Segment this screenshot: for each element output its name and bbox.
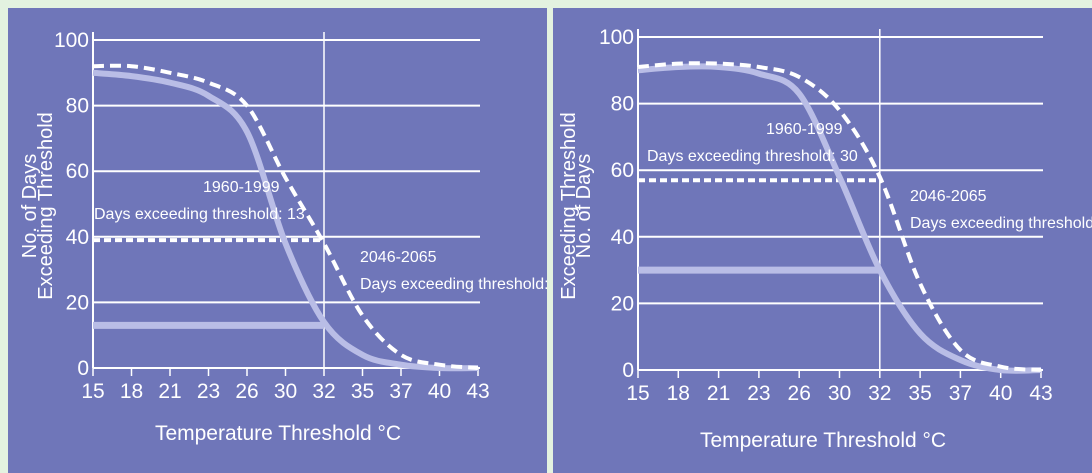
x-tick-label: 43: [1029, 382, 1052, 405]
x-tick-label: 15: [81, 380, 104, 403]
series-line-1960-1999: [92, 69, 479, 372]
x-tick-label: 18: [667, 382, 690, 405]
y-tick-label: 60: [66, 160, 89, 183]
x-tick-label: 15: [626, 382, 649, 405]
annotation-period: 1960-1999: [203, 179, 280, 196]
series-line-2046-2065: [637, 61, 1042, 372]
x-tick-label: 30: [828, 382, 851, 405]
chart-right: 0 20 40 60 80 100 15 18 21 23 26 30 32 35 37 40 43 1960-1…: [558, 26, 1092, 452]
y-tick-label: 0: [622, 359, 634, 382]
annotation-days: Days exceeding threshold: 39: [360, 276, 547, 293]
x-axis-title: Temperature Threshold °C: [700, 429, 946, 452]
y-axis-title-line1: No. of Days: [19, 154, 41, 258]
x-tick-label: 18: [120, 380, 143, 403]
x-tick-label: 23: [747, 382, 770, 405]
y-axis-title-line1: No. of Days: [573, 154, 595, 258]
annotation-period: 2046-2065: [360, 249, 437, 266]
x-tick-label: 23: [197, 380, 220, 403]
series-line-1960-1999: [637, 63, 1042, 374]
x-tick-label: 26: [788, 382, 811, 405]
chart-panel-right: 0 20 40 60 80 100 15 18 21 23 26 30 32 35 37 40 43 1960-1…: [553, 8, 1092, 473]
x-tick-label: 32: [312, 380, 335, 403]
x-tick-label: 21: [158, 380, 181, 403]
annotation-days: Days exceeding threshold: 57: [910, 215, 1092, 232]
y-tick-label: 100: [599, 26, 634, 49]
y-tick-label: 20: [611, 292, 634, 315]
x-tick-label: 40: [989, 382, 1012, 405]
y-axis-title-line2: Exceeding Threshold: [558, 112, 580, 300]
y-tick-label: 0: [77, 357, 89, 380]
x-tick-label: 37: [949, 382, 972, 405]
annotation-days: Days exceeding threshold: 30: [647, 148, 858, 165]
annotation-period: 1960-1999: [766, 121, 843, 138]
x-axis-title: Temperature Threshold °C: [155, 422, 401, 445]
x-tick-label: 21: [707, 382, 730, 405]
chart-left: 0 20 40 60 80 100 15 18 21 23 26 30 32 35 37 40 43 1960-1…: [19, 29, 547, 445]
chart-panel-left: 0 20 40 60 80 100 15 18 21 23 26 30 32 35 37 40 43 1960-1…: [8, 8, 547, 473]
series-line-2046-2065: [92, 63, 479, 370]
y-tick-label: 20: [66, 291, 89, 314]
y-axis-title-line2: Exceeding Threshold: [35, 112, 57, 300]
annotation-period: 2046-2065: [910, 188, 987, 205]
x-tick-label: 32: [868, 382, 891, 405]
y-tick-label: 60: [611, 159, 634, 182]
annotation-days: Days exceeding threshold: 13: [94, 206, 305, 223]
x-tick-label: 35: [351, 380, 374, 403]
y-tick-label: 80: [66, 95, 89, 118]
x-tick-label: 35: [908, 382, 931, 405]
x-tick-label: 30: [274, 380, 297, 403]
y-tick-label: 40: [611, 226, 634, 249]
x-tick-label: 40: [428, 380, 451, 403]
x-tick-label: 37: [389, 380, 412, 403]
y-tick-label: 100: [54, 29, 89, 52]
y-tick-label: 40: [66, 226, 89, 249]
y-tick-label: 80: [611, 93, 634, 116]
x-tick-label: 26: [235, 380, 258, 403]
x-tick-label: 43: [466, 380, 489, 403]
